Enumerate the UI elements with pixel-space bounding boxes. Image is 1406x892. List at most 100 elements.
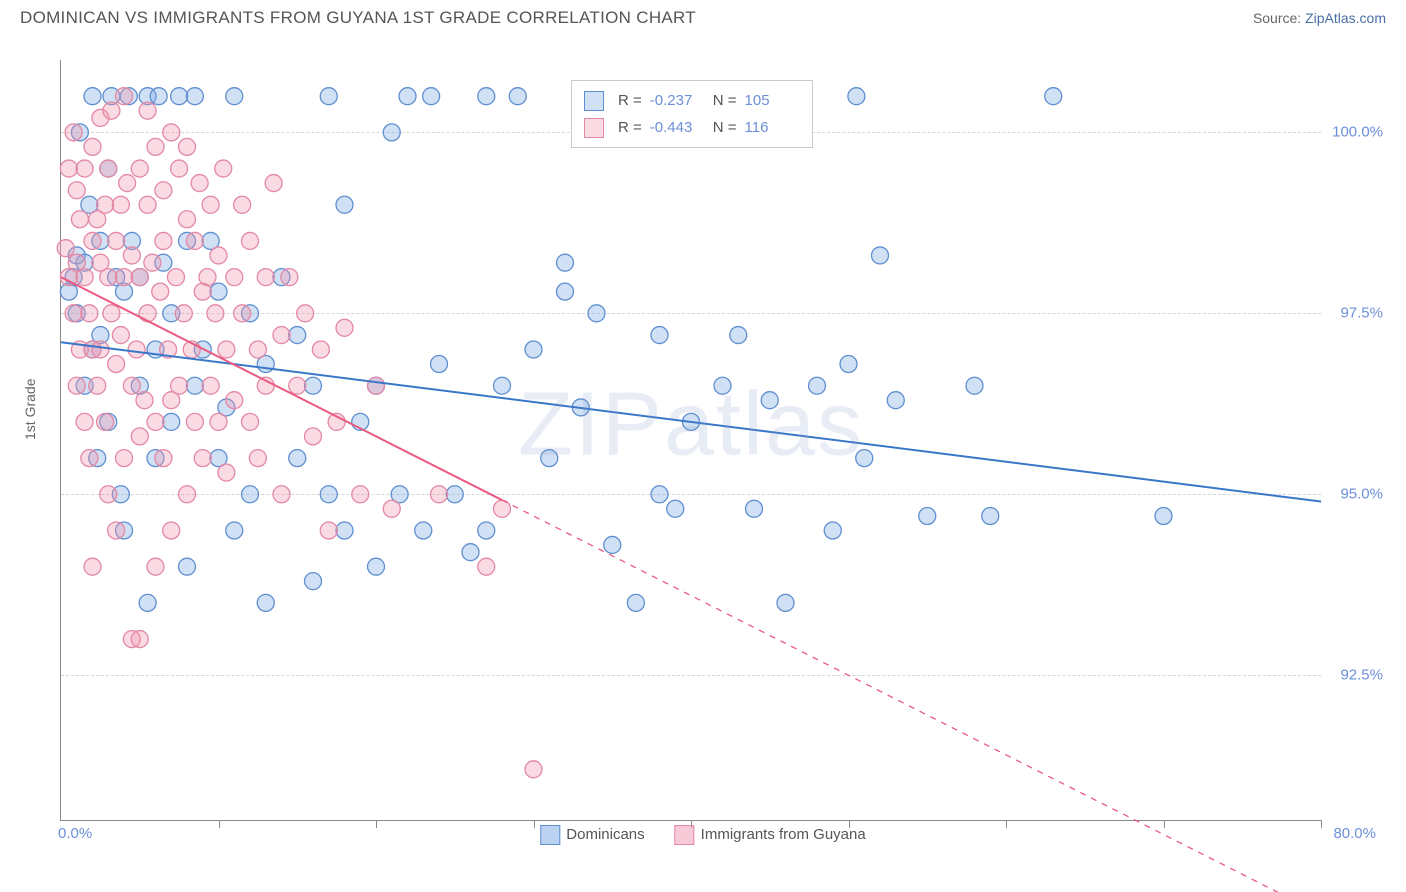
scatter-point: [305, 377, 322, 394]
scatter-point: [100, 160, 117, 177]
scatter-point: [116, 269, 133, 286]
scatter-point: [186, 413, 203, 430]
scatter-point: [273, 486, 290, 503]
legend-label: Immigrants from Guyana: [701, 826, 866, 843]
scatter-point: [210, 413, 227, 430]
scatter-point: [144, 254, 161, 271]
scatter-point: [336, 196, 353, 213]
source-link[interactable]: ZipAtlas.com: [1305, 10, 1386, 26]
scatter-point: [112, 327, 129, 344]
scatter-point: [163, 522, 180, 539]
stats-row: R = -0.237 N = 105: [584, 87, 800, 114]
scatter-point: [139, 196, 156, 213]
scatter-point: [155, 232, 172, 249]
plot-area: 92.5%95.0%97.5%100.0% ZIPatlas R = -0.23…: [60, 60, 1321, 821]
x-tick: [1321, 820, 1322, 828]
stats-row: R = -0.443 N = 116: [584, 114, 800, 141]
scatter-point: [368, 377, 385, 394]
scatter-point: [383, 500, 400, 517]
legend-label: Dominicans: [566, 826, 644, 843]
scatter-point: [265, 175, 282, 192]
scatter-point: [281, 269, 298, 286]
scatter-point: [84, 138, 101, 155]
scatter-point: [147, 138, 164, 155]
legend-swatch: [584, 118, 604, 138]
scatter-point: [207, 305, 224, 322]
scatter-point: [651, 486, 668, 503]
n-value: 105: [745, 87, 800, 114]
scatter-point: [588, 305, 605, 322]
x-tick: [1164, 820, 1165, 828]
scatter-point: [446, 486, 463, 503]
scatter-point: [218, 341, 235, 358]
scatter-point: [431, 356, 448, 373]
legend-item: Dominicans: [540, 825, 644, 845]
scatter-point: [320, 486, 337, 503]
r-value: -0.237: [650, 87, 705, 114]
scatter-point: [557, 254, 574, 271]
scatter-point: [163, 124, 180, 141]
scatter-point: [136, 392, 153, 409]
scatter-point: [336, 522, 353, 539]
scatter-point: [872, 247, 889, 264]
x-tick: [534, 820, 535, 828]
scatter-point: [305, 573, 322, 590]
scatter-point: [226, 269, 243, 286]
scatter-point: [119, 175, 136, 192]
scatter-point: [186, 232, 203, 249]
scatter-point: [57, 240, 74, 257]
scatter-point: [202, 196, 219, 213]
scatter-point: [84, 558, 101, 575]
scatter-point: [730, 327, 747, 344]
scatter-point: [210, 247, 227, 264]
scatter-point: [103, 102, 120, 119]
scatter-point: [242, 413, 259, 430]
scatter-point: [71, 211, 88, 228]
scatter-point: [139, 594, 156, 611]
scatter-point: [108, 356, 125, 373]
scatter-point: [84, 232, 101, 249]
scatter-point: [65, 305, 82, 322]
scatter-point: [714, 377, 731, 394]
scatter-point: [139, 305, 156, 322]
scatter-point: [887, 392, 904, 409]
scatter-point: [226, 392, 243, 409]
scatter-point: [179, 138, 196, 155]
y-axis-label: 1st Grade: [22, 379, 38, 440]
scatter-point: [627, 594, 644, 611]
scatter-point: [312, 341, 329, 358]
scatter-point: [175, 305, 192, 322]
scatter-point: [234, 196, 251, 213]
scatter-point: [305, 428, 322, 445]
y-tick-label: 100.0%: [1332, 124, 1383, 141]
scatter-point: [809, 377, 826, 394]
scatter-point: [76, 413, 93, 430]
scatter-svg: [61, 60, 1321, 820]
scatter-point: [76, 269, 93, 286]
scatter-point: [604, 536, 621, 553]
scatter-point: [155, 182, 172, 199]
scatter-point: [147, 558, 164, 575]
scatter-point: [155, 450, 172, 467]
scatter-point: [186, 88, 203, 105]
x-tick: [219, 820, 220, 828]
scatter-point: [76, 160, 93, 177]
scatter-point: [171, 377, 188, 394]
scatter-point: [108, 522, 125, 539]
scatter-point: [215, 160, 232, 177]
scatter-point: [218, 464, 235, 481]
scatter-point: [171, 160, 188, 177]
source-attribution: Source: ZipAtlas.com: [1253, 10, 1386, 26]
scatter-point: [89, 377, 106, 394]
scatter-point: [81, 305, 98, 322]
scatter-point: [848, 88, 865, 105]
chart-container: 1st Grade 92.5%95.0%97.5%100.0% ZIPatlas…: [20, 40, 1386, 840]
scatter-point: [777, 594, 794, 611]
scatter-point: [919, 508, 936, 525]
scatter-point: [123, 247, 140, 264]
scatter-point: [840, 356, 857, 373]
scatter-point: [478, 558, 495, 575]
r-value: -0.443: [650, 114, 705, 141]
scatter-point: [202, 377, 219, 394]
scatter-point: [131, 428, 148, 445]
